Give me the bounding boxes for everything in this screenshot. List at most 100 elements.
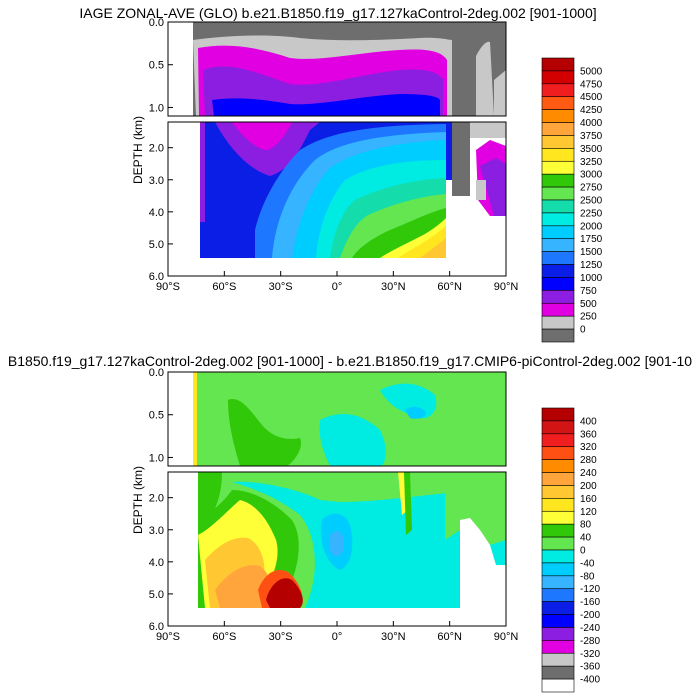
colorbar-label: 240 bbox=[580, 468, 597, 479]
panel-1-field-lower bbox=[168, 122, 506, 276]
colorbar-swatch bbox=[541, 251, 575, 265]
colorbar-label: -280 bbox=[580, 636, 600, 647]
colorbar-label: 1000 bbox=[580, 273, 603, 284]
colorbar-label: 400 bbox=[580, 416, 597, 427]
colorbar-swatch bbox=[541, 122, 575, 136]
colorbar-swatch bbox=[541, 485, 575, 499]
y-tick-label: 4.0 bbox=[149, 557, 164, 569]
colorbar-label: 3750 bbox=[580, 131, 603, 142]
colorbar-label: 1500 bbox=[580, 247, 603, 258]
colorbar-swatch bbox=[541, 238, 575, 252]
y-tick-label: 5.0 bbox=[149, 589, 164, 601]
colorbar-swatch bbox=[541, 588, 575, 602]
y-tick-label: 0.5 bbox=[149, 410, 164, 422]
colorbar-swatch bbox=[541, 433, 575, 448]
colorbar-label: -160 bbox=[580, 597, 600, 608]
colorbar-swatch bbox=[541, 665, 575, 680]
colorbar-label: 4250 bbox=[580, 105, 603, 116]
panel-2-frame-upper bbox=[167, 371, 507, 467]
colorbar-label: 0 bbox=[580, 546, 586, 557]
colorbar-swatch bbox=[541, 160, 575, 175]
colorbar-swatch bbox=[541, 135, 575, 149]
x-tick-label: 60°S bbox=[212, 281, 236, 293]
colorbar-swatch bbox=[541, 562, 575, 577]
colorbar-swatch bbox=[541, 57, 575, 72]
x-tick-label: 30°N bbox=[381, 631, 406, 643]
colorbar-label: 80 bbox=[580, 520, 592, 531]
x-tick-label: 30°S bbox=[269, 631, 293, 643]
colorbar-label: 3250 bbox=[580, 157, 603, 168]
colorbar-label: 500 bbox=[580, 299, 597, 310]
colorbar-swatch bbox=[541, 96, 575, 110]
colorbar-label: 4750 bbox=[580, 79, 603, 90]
colorbar-swatch bbox=[541, 83, 575, 98]
panel-2: B1850.f19_g17.127kaControl-2deg.002 [901… bbox=[8, 353, 692, 693]
colorbar-swatch bbox=[541, 173, 575, 188]
panel-1-axes: 90°S 60°S 30°S 0° 30°N 60°N 90°N 0.0 0.5 1.0 2.0 3.… bbox=[149, 17, 519, 293]
y-tick-label: 5.0 bbox=[149, 239, 164, 251]
colorbar-label: -200 bbox=[580, 610, 600, 621]
panel-2-axes: 90°S 60°S 30°S 0° 30°N 60°N 90°N 0.0 0.5 1.0 2.0 3.… bbox=[149, 367, 519, 643]
colorbar-swatch bbox=[541, 627, 575, 641]
y-tick-label: 0.0 bbox=[149, 17, 164, 29]
colorbar-swatch bbox=[541, 575, 575, 590]
colorbar-label: 250 bbox=[580, 312, 597, 323]
x-tick-label: 90°N bbox=[494, 281, 519, 293]
colorbar-label: 3500 bbox=[580, 144, 603, 155]
panel-1-colorbar: 5000475045004250400037503500325030002750… bbox=[541, 57, 603, 343]
y-tick-label: 3.0 bbox=[149, 175, 164, 187]
x-tick-label: 30°N bbox=[381, 281, 406, 293]
colorbar-swatch bbox=[541, 498, 575, 512]
colorbar-swatch bbox=[541, 290, 575, 304]
panel-2-ylabel: DEPTH (km) bbox=[131, 466, 145, 534]
panel-1-ylabel: DEPTH (km) bbox=[131, 116, 145, 184]
colorbar-swatch bbox=[541, 652, 575, 667]
colorbar-swatch bbox=[541, 264, 575, 278]
colorbar-label: 40 bbox=[580, 533, 592, 544]
colorbar-label: 2000 bbox=[580, 221, 603, 232]
x-tick-label: 30°S bbox=[269, 281, 293, 293]
colorbar-swatch bbox=[541, 472, 575, 486]
colorbar-swatch bbox=[541, 199, 575, 214]
x-tick-label: 60°N bbox=[437, 281, 462, 293]
colorbar-swatch bbox=[541, 212, 575, 227]
panel-2-field-upper bbox=[168, 372, 506, 466]
colorbar-swatch bbox=[541, 277, 575, 291]
colorbar-label: 2500 bbox=[580, 196, 603, 207]
y-tick-label: 0.5 bbox=[149, 60, 164, 72]
colorbar-swatch bbox=[541, 186, 575, 201]
colorbar-swatch bbox=[541, 302, 575, 317]
colorbar-swatch bbox=[541, 315, 575, 330]
colorbar-swatch bbox=[541, 549, 575, 564]
y-tick-label: 3.0 bbox=[149, 525, 164, 537]
x-tick-label: 90°N bbox=[494, 631, 519, 643]
colorbar-swatch bbox=[541, 678, 575, 693]
colorbar-swatch bbox=[541, 70, 575, 85]
colorbar-label: -120 bbox=[580, 584, 600, 595]
colorbar-label: 1250 bbox=[580, 260, 603, 271]
colorbar-swatch bbox=[541, 446, 575, 460]
y-tick-label: 0.0 bbox=[149, 367, 164, 379]
y-tick-label: 1.0 bbox=[149, 452, 164, 464]
y-tick-label: 6.0 bbox=[149, 621, 164, 633]
colorbar-swatch bbox=[541, 536, 575, 551]
colorbar-swatch bbox=[541, 225, 575, 240]
panel-2-colorbar: 40036032028024020016012080400-40-80-120-… bbox=[541, 407, 600, 693]
y-tick-label: 4.0 bbox=[149, 207, 164, 219]
x-tick-label: 60°S bbox=[212, 631, 236, 643]
x-tick-label: 0° bbox=[332, 631, 343, 643]
colorbar-label: -360 bbox=[580, 662, 600, 673]
colorbar-label: 200 bbox=[580, 481, 597, 492]
colorbar-swatch bbox=[541, 148, 575, 162]
colorbar-label: -320 bbox=[580, 649, 600, 660]
colorbar-label: 1750 bbox=[580, 234, 603, 245]
colorbar-label: 4500 bbox=[580, 92, 603, 103]
colorbar-label: 360 bbox=[580, 429, 597, 440]
colorbar-label: 160 bbox=[580, 494, 597, 505]
colorbar-swatch bbox=[541, 523, 575, 538]
colorbar-label: 2250 bbox=[580, 208, 603, 219]
colorbar-swatch bbox=[541, 328, 575, 343]
colorbar-swatch bbox=[541, 601, 575, 615]
x-tick-label: 90°S bbox=[156, 281, 180, 293]
